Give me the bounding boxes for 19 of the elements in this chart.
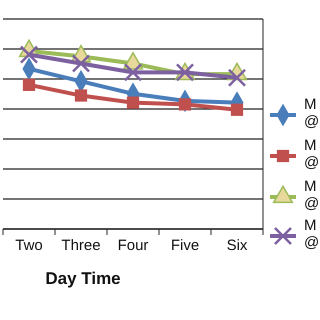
x-tick-label: Five <box>170 237 200 254</box>
legend-label: M @ <box>304 178 320 212</box>
point <box>178 98 192 111</box>
point <box>74 89 88 102</box>
x-tick-label: Four <box>118 237 148 254</box>
point <box>230 104 244 116</box>
point <box>124 63 142 82</box>
x-axis-title: Day Time <box>45 269 121 288</box>
legend-label: M @ <box>304 96 320 130</box>
point <box>126 96 140 109</box>
legend-label: M @ <box>304 217 320 251</box>
point <box>20 45 38 64</box>
x-tick-label: Two <box>15 237 43 254</box>
legend-label: M @ <box>304 137 320 171</box>
x-tick-label: Three <box>61 237 101 254</box>
point <box>72 54 90 73</box>
x-tick-label: Six <box>226 237 248 254</box>
point <box>228 68 246 88</box>
point <box>22 78 36 91</box>
